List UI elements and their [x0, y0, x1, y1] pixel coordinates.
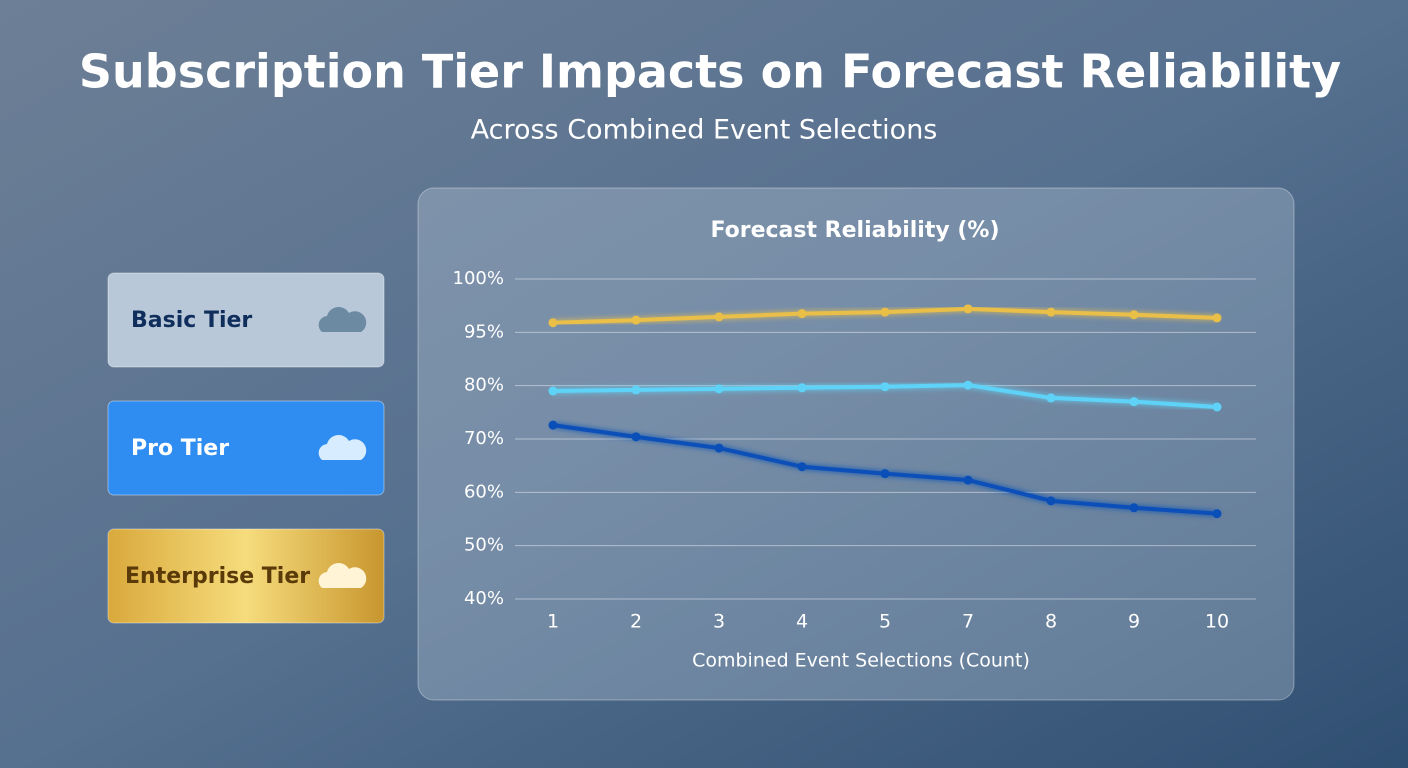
y-tick-label: 50% [464, 535, 504, 556]
data-point [714, 443, 724, 453]
data-point [880, 382, 890, 392]
data-point [548, 420, 558, 430]
cloud-icon [318, 435, 367, 460]
data-point [1046, 393, 1056, 403]
legend-label: Enterprise Tier [125, 564, 310, 589]
legend-item: Basic Tier [107, 272, 385, 368]
legend-label: Basic Tier [131, 308, 252, 333]
data-point [963, 380, 973, 390]
plot-title: Forecast Reliability (%) [710, 218, 999, 243]
legend-item: Pro Tier [107, 400, 385, 496]
x-tick-label: 9 [1128, 611, 1140, 633]
chart-subtitle: Across Combined Event Selections [471, 115, 938, 146]
data-point [1046, 496, 1056, 506]
x-tick-label: 10 [1205, 611, 1229, 633]
x-tick-label: 1 [547, 611, 559, 633]
legend-card [107, 528, 385, 624]
data-point [1129, 397, 1139, 407]
x-tick-label: 7 [962, 611, 974, 633]
data-point [963, 475, 973, 485]
legend-item: Enterprise Tier [107, 528, 385, 624]
data-point [880, 469, 890, 479]
data-point [714, 384, 724, 394]
data-point [1212, 509, 1222, 519]
x-tick-label: 2 [630, 611, 642, 633]
x-tick-label: 8 [1045, 611, 1057, 633]
data-point [548, 318, 558, 328]
data-point [631, 315, 641, 325]
x-axis-label: Combined Event Selections (Count) [692, 650, 1030, 672]
chart-title: Subscription Tier Impacts on Forecast Re… [79, 45, 1341, 99]
y-tick-label: 80% [464, 375, 504, 396]
legend-card [107, 400, 385, 496]
data-point [548, 386, 558, 396]
data-point [797, 309, 807, 319]
data-point [631, 432, 641, 442]
data-point [963, 304, 973, 314]
y-tick-label: 100% [453, 268, 504, 289]
x-tick-label: 5 [879, 611, 891, 633]
x-tick-label: 4 [796, 611, 808, 633]
data-point [1046, 307, 1056, 317]
legend-label: Pro Tier [131, 436, 229, 461]
data-point [714, 312, 724, 322]
y-tick-label: 60% [464, 481, 504, 502]
cloud-icon [318, 563, 367, 588]
y-tick-label: 70% [464, 428, 504, 449]
legend-card [107, 272, 385, 368]
cloud-icon [318, 307, 367, 332]
data-point [797, 462, 807, 472]
y-tick-label: 40% [464, 588, 504, 609]
data-point [1212, 402, 1222, 412]
data-point [880, 307, 890, 317]
y-tick-label: 95% [464, 321, 504, 342]
x-tick-label: 3 [713, 611, 725, 633]
data-point [1212, 313, 1222, 323]
data-point [797, 383, 807, 393]
data-point [1129, 310, 1139, 320]
data-point [631, 385, 641, 395]
data-point [1129, 503, 1139, 513]
